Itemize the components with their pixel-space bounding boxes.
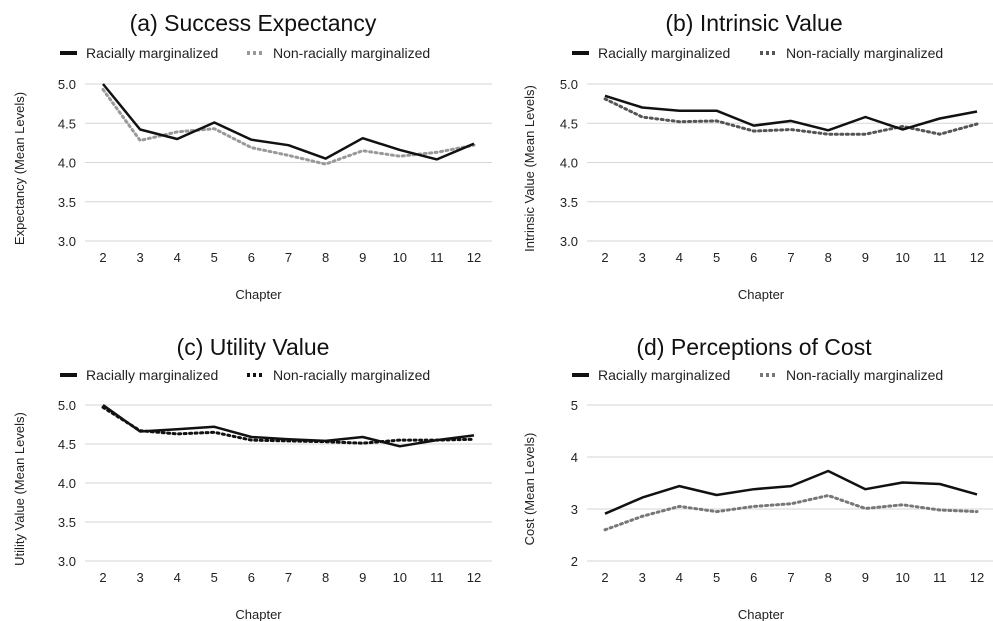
legend-label-1: Racially marginalized — [86, 45, 218, 61]
series-line-racially-marginalized — [102, 83, 475, 161]
y-tick-label: 3 — [571, 502, 578, 517]
legend-label-1: Racially marginalized — [598, 367, 730, 383]
y-tick-label: 3.5 — [560, 195, 578, 210]
y-tick-label: 5.0 — [560, 77, 578, 92]
x-axis-label: Chapter — [738, 287, 785, 302]
x-axis-label: Chapter — [235, 607, 282, 621]
y-tick-label: 5.0 — [58, 77, 76, 92]
x-tick-label: 2 — [601, 250, 608, 265]
x-tick-label: 12 — [467, 250, 481, 265]
series-line-racially-marginalized — [604, 469, 978, 515]
x-axis-label: Chapter — [235, 287, 282, 302]
x-tick-label: 10 — [393, 570, 407, 585]
x-tick-label: 4 — [676, 250, 683, 265]
x-tick-label: 5 — [713, 570, 720, 585]
x-tick-label: 11 — [933, 250, 947, 265]
y-tick-label: 4.5 — [58, 116, 76, 131]
x-tick-label: 5 — [211, 250, 218, 265]
x-tick-label: 7 — [285, 250, 292, 265]
x-tick-label: 11 — [933, 570, 947, 585]
x-tick-label: 6 — [248, 570, 255, 585]
x-tick-label: 6 — [750, 570, 757, 585]
x-tick-label: 12 — [970, 570, 984, 585]
x-tick-label: 3 — [136, 570, 143, 585]
x-tick-label: 9 — [359, 250, 366, 265]
x-tick-label: 11 — [430, 570, 444, 585]
x-tick-label: 3 — [639, 250, 646, 265]
chart-title: (d) Perceptions of Cost — [636, 334, 872, 360]
x-tick-label: 10 — [393, 250, 407, 265]
x-axis-label: Chapter — [738, 607, 785, 621]
legend-label-2: Non-racially marginalized — [273, 367, 430, 383]
x-tick-label: 4 — [676, 570, 683, 585]
x-tick-label: 8 — [825, 570, 832, 585]
y-tick-label: 5 — [571, 398, 578, 413]
y-tick-label: 3.0 — [560, 234, 578, 249]
x-tick-label: 6 — [248, 250, 255, 265]
x-tick-label: 2 — [601, 570, 608, 585]
y-tick-label: 3.5 — [58, 515, 76, 530]
chart-title: (a) Success Expectancy — [130, 10, 377, 36]
series-line-racially-marginalized — [102, 403, 475, 448]
chart-title: (c) Utility Value — [177, 334, 330, 360]
y-tick-label: 3.5 — [58, 195, 76, 210]
y-axis-label: Expectancy (Mean Levels) — [12, 92, 27, 245]
x-tick-label: 7 — [787, 250, 794, 265]
x-tick-label: 10 — [895, 570, 909, 585]
legend-label-1: Racially marginalized — [598, 45, 730, 61]
y-tick-label: 4.5 — [58, 437, 76, 452]
chart-panel-1: (a) Success Expectancy Racially marginali… — [12, 10, 492, 302]
x-tick-label: 12 — [970, 250, 984, 265]
x-tick-label: 3 — [136, 250, 143, 265]
chart-panel-2: (b) Intrinsic Value Racially marginalized… — [522, 10, 993, 302]
series-line-non-racially-marginalized — [603, 494, 979, 532]
series-line-non-racially-marginalized — [101, 88, 476, 166]
x-tick-label: 5 — [713, 250, 720, 265]
x-tick-label: 5 — [211, 570, 218, 585]
chart-title: (b) Intrinsic Value — [665, 10, 842, 36]
y-axis-label: Intrinsic Value (Mean Levels) — [522, 85, 537, 252]
y-tick-label: 3.0 — [58, 554, 76, 569]
y-tick-label: 4.5 — [560, 116, 578, 131]
legend-label-2: Non-racially marginalized — [786, 367, 943, 383]
y-axis-label: Utility Value (Mean Levels) — [12, 412, 27, 566]
x-tick-label: 11 — [430, 250, 444, 265]
x-tick-label: 4 — [174, 250, 181, 265]
y-tick-label: 5.0 — [58, 398, 76, 413]
y-tick-label: 4.0 — [560, 156, 578, 171]
x-tick-label: 12 — [467, 570, 481, 585]
y-axis-label: Cost (Mean Levels) — [522, 433, 537, 546]
y-tick-label: 4 — [571, 450, 578, 465]
x-tick-label: 4 — [174, 570, 181, 585]
x-tick-label: 7 — [285, 570, 292, 585]
x-tick-label: 3 — [639, 570, 646, 585]
y-tick-label: 4.0 — [58, 156, 76, 171]
legend-label-1: Racially marginalized — [86, 367, 218, 383]
legend-label-2: Non-racially marginalized — [273, 45, 430, 61]
x-tick-label: 7 — [787, 570, 794, 585]
x-tick-label: 2 — [99, 570, 106, 585]
x-tick-label: 9 — [359, 570, 366, 585]
x-tick-label: 9 — [862, 250, 869, 265]
y-tick-label: 3.0 — [58, 234, 76, 249]
x-tick-label: 8 — [322, 250, 329, 265]
series-line-racially-marginalized — [604, 94, 978, 132]
series-line-non-racially-marginalized — [101, 405, 476, 445]
x-tick-label: 9 — [862, 570, 869, 585]
x-tick-label: 2 — [99, 250, 106, 265]
y-tick-label: 2 — [571, 554, 578, 569]
y-tick-label: 4.0 — [58, 476, 76, 491]
series-line-non-racially-marginalized — [603, 97, 979, 136]
x-tick-label: 8 — [825, 250, 832, 265]
chart-panel-4: (d) Perceptions of Cost Racially marginal… — [522, 334, 993, 621]
x-tick-label: 6 — [750, 250, 757, 265]
x-tick-label: 8 — [322, 570, 329, 585]
x-tick-label: 10 — [895, 250, 909, 265]
legend-label-2: Non-racially marginalized — [786, 45, 943, 61]
chart-panel-3: (c) Utility Value Racially marginalized No… — [12, 334, 492, 621]
